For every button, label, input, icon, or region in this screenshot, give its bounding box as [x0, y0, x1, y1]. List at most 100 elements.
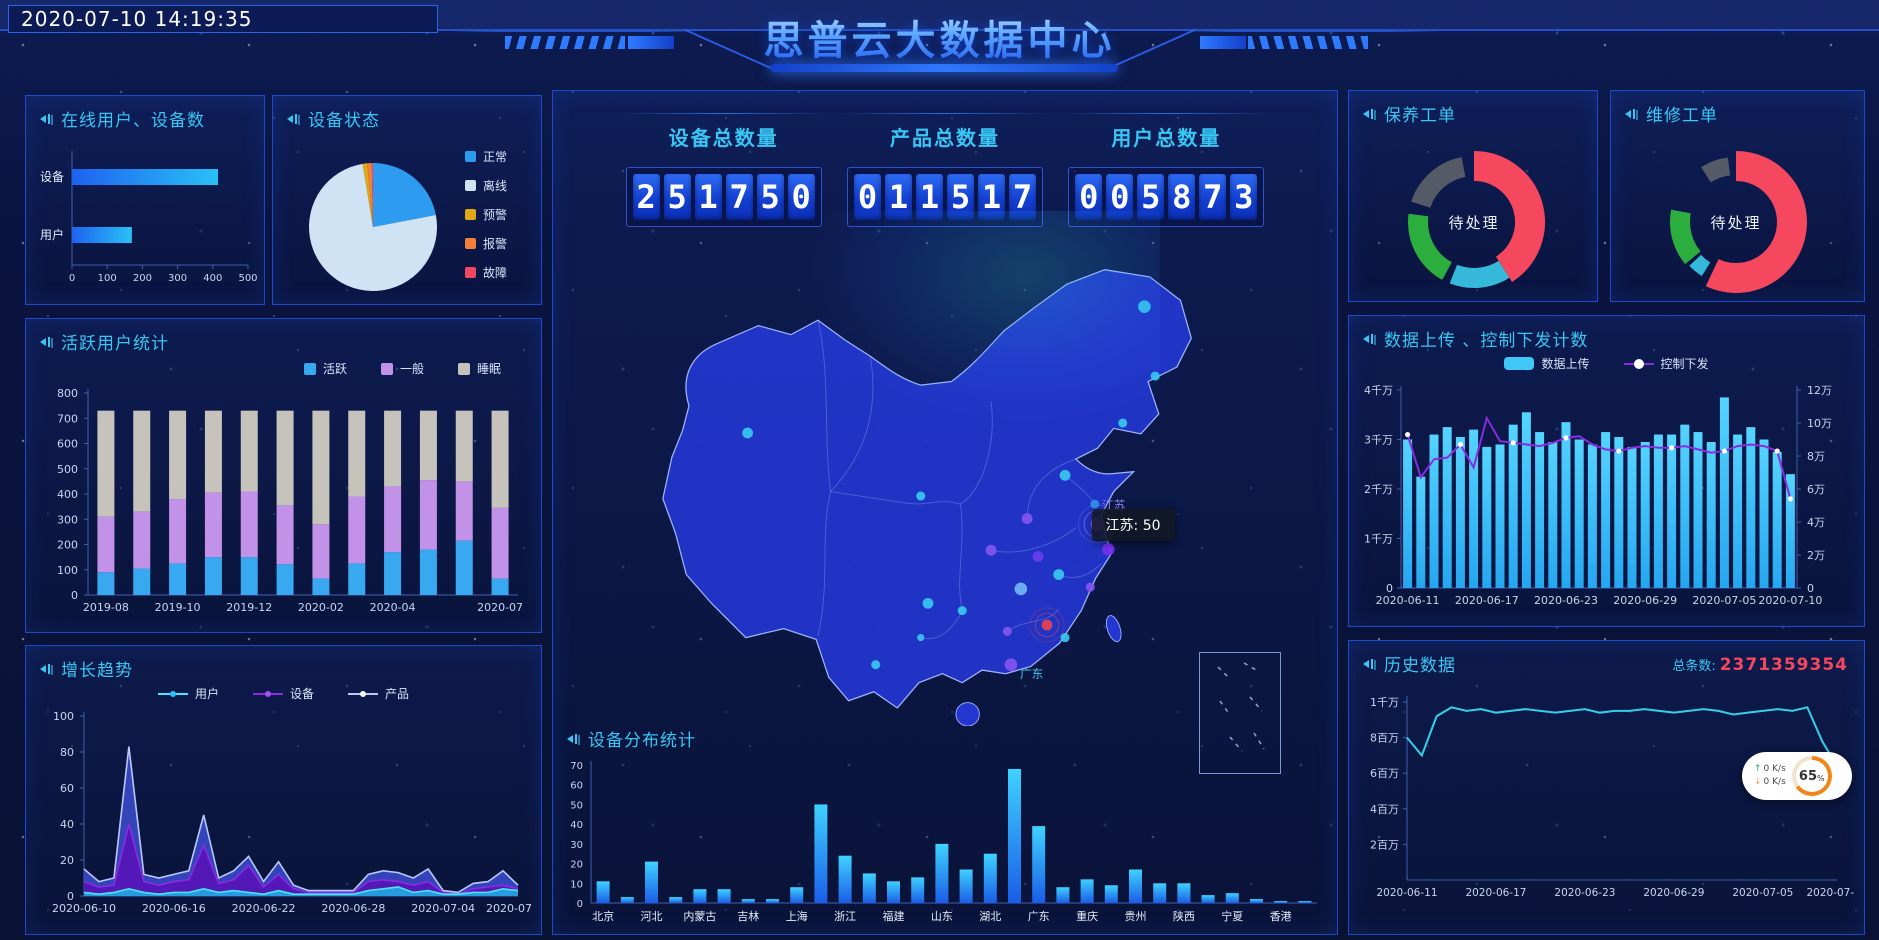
- panel-title-text: 设备分布统计: [588, 731, 696, 751]
- donut-segment: [1408, 213, 1453, 280]
- stacked-bar-segment: [240, 410, 258, 492]
- legend-item-活跃[interactable]: 活跃: [303, 360, 347, 377]
- map-marker[interactable]: [916, 491, 926, 501]
- pie-slice-离线: [309, 163, 437, 291]
- counter-digit: 5: [946, 174, 974, 220]
- legend-item-预警[interactable]: 预警: [465, 207, 507, 222]
- counter-digit: 5: [663, 174, 691, 220]
- counter-digit: 7: [1008, 174, 1036, 220]
- legend-item-正常[interactable]: 正常: [465, 150, 507, 164]
- map-marker[interactable]: [1060, 633, 1070, 643]
- legend-item-用户[interactable]: 用户: [157, 685, 219, 702]
- map-marker[interactable]: [917, 634, 925, 642]
- map-marker[interactable]: [1090, 499, 1100, 509]
- panel-title: 维修工单: [1611, 91, 1864, 130]
- map-marker[interactable]: [742, 427, 754, 439]
- map-marker[interactable]: [1041, 619, 1053, 631]
- legend-label: 睡眠: [476, 362, 501, 376]
- download-arrow-icon: ↓: [1754, 777, 1762, 787]
- history-line: [1406, 706, 1838, 767]
- svg-text:2020-06-11: 2020-06-11: [1376, 887, 1437, 899]
- map-marker[interactable]: [1002, 626, 1012, 636]
- legend-swatch: [1623, 358, 1654, 369]
- province-bar: [669, 897, 683, 903]
- province-bar: [620, 897, 634, 903]
- svg-text:8百万: 8百万: [1370, 732, 1399, 745]
- legend-label: 数据上传: [1541, 357, 1590, 371]
- panel-title: 在线用户、设备数: [26, 96, 264, 135]
- map-marker[interactable]: [985, 544, 997, 556]
- upload-bar: [1561, 422, 1571, 588]
- province-bar: [911, 877, 925, 903]
- legend-item-睡眠[interactable]: 睡眠: [457, 360, 501, 377]
- map-marker[interactable]: [957, 606, 967, 616]
- legend-item-数据上传[interactable]: 数据上传: [1504, 355, 1590, 372]
- panel-growth-trend: 增长趋势 用户 设备 产品 0 20 40 60 80 100 2020-06-10 2020-0…: [25, 645, 550, 935]
- map-marker[interactable]: [1004, 658, 1018, 671]
- legend-item-离线[interactable]: 离线: [465, 178, 507, 193]
- stacked-bar-segment: [312, 578, 330, 595]
- svg-text:400: 400: [203, 273, 222, 284]
- upload-bar: [1640, 441, 1650, 588]
- svg-text:2020-06-29: 2020-06-29: [1613, 594, 1677, 607]
- legend-item-报警[interactable]: 报警: [465, 236, 507, 251]
- legend-item-故障[interactable]: 故障: [465, 265, 507, 280]
- svg-text:吉林: 吉林: [737, 909, 759, 923]
- donut-segment: [1473, 151, 1545, 282]
- china-map[interactable]: 江苏 广东 江苏: 50: [563, 210, 1329, 774]
- svg-text:2020-06-23: 2020-06-23: [1554, 887, 1615, 899]
- panel-title: 设备状态: [273, 96, 541, 135]
- map-marker[interactable]: [1032, 551, 1044, 562]
- pie-slice-报警: [367, 163, 373, 227]
- map-marker[interactable]: [1102, 542, 1115, 556]
- svg-text:4千万: 4千万: [1364, 384, 1393, 397]
- stacked-bar-segment: [97, 516, 115, 573]
- counter-digit: 1: [694, 174, 722, 220]
- network-speed-widget[interactable]: ↑ 0 K/s ↓ 0 K/s 65%: [1742, 752, 1852, 800]
- map-marker-ripple: [1034, 612, 1060, 638]
- upload-bar: [1482, 446, 1492, 588]
- panel-title-icon: [1625, 108, 1638, 120]
- header: 2020-07-10 14:19:35 思普云大数据中心: [0, 0, 1879, 78]
- svg-text:湖北: 湖北: [979, 910, 1001, 923]
- legend-item-控制下发[interactable]: 控制下发: [1623, 355, 1709, 372]
- svg-text:2020-06-16: 2020-06-16: [142, 902, 206, 915]
- counter-label: 产品总数量: [889, 126, 1000, 150]
- online-users-devices-chart: 设备 用户 0 100 200 300 400 500: [26, 135, 264, 307]
- map-marker[interactable]: [1014, 582, 1028, 596]
- south-sea-inset-svg: [1217, 662, 1265, 752]
- stacked-bar-segment: [97, 410, 115, 517]
- active-users-svg: 0 100 200 300 400 500 600 700 800 2019-08 2019-10 2…: [57, 387, 523, 614]
- header-hash-solid-left: [628, 36, 674, 49]
- legend-item-一般[interactable]: 一般: [380, 360, 424, 377]
- panel-title-text: 维修工单: [1646, 106, 1718, 126]
- svg-text:故障: 故障: [483, 265, 507, 280]
- upload-bar: [1746, 427, 1756, 588]
- map-marker[interactable]: [1021, 513, 1033, 524]
- stacked-bar-segment: [204, 557, 222, 595]
- svg-text:10万: 10万: [1807, 417, 1832, 430]
- map-marker[interactable]: [1059, 469, 1071, 481]
- area-series-设备: [84, 824, 518, 896]
- map-marker[interactable]: [1053, 569, 1065, 580]
- map-marker[interactable]: [1138, 300, 1151, 313]
- upload-bar: [1772, 451, 1782, 588]
- svg-text:2020-06-29: 2020-06-29: [1643, 887, 1704, 899]
- upload-bar: [1785, 474, 1795, 588]
- svg-text:1千万: 1千万: [1370, 696, 1399, 709]
- map-marker[interactable]: [871, 660, 881, 670]
- legend-item-产品[interactable]: 产品: [348, 685, 409, 702]
- map-marker[interactable]: [922, 597, 934, 609]
- upload-bar: [1442, 427, 1452, 588]
- map-marker[interactable]: [1118, 418, 1128, 428]
- growth-trend-chart: 0 20 40 60 80 100 2020-06-10 2020-06-16 2020-06-…: [26, 702, 550, 934]
- map-marker[interactable]: [1150, 371, 1160, 381]
- map-marker[interactable]: [1085, 582, 1095, 592]
- legend-swatch: [252, 690, 283, 697]
- header-hash-solid-right: [1200, 36, 1246, 49]
- upload-bar: [1469, 429, 1479, 588]
- legend-item-设备[interactable]: 设备: [252, 685, 314, 702]
